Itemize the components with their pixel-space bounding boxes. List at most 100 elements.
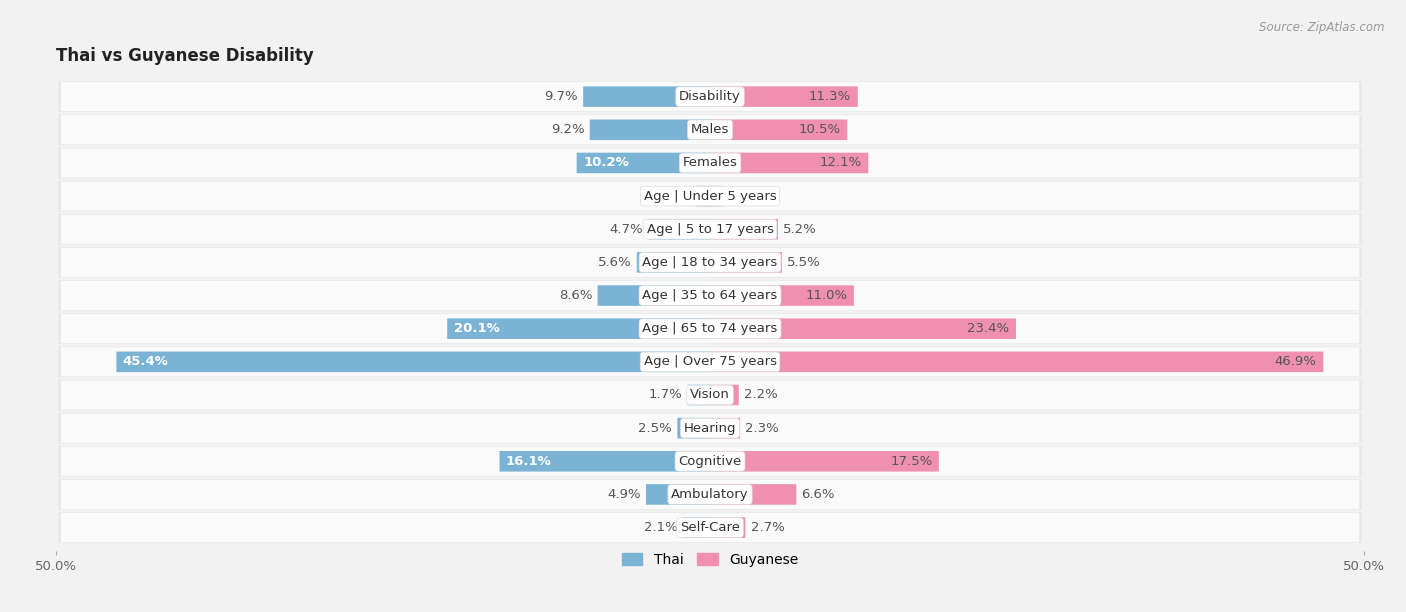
FancyBboxPatch shape — [60, 314, 1360, 343]
FancyBboxPatch shape — [710, 418, 740, 438]
FancyBboxPatch shape — [710, 318, 1017, 339]
FancyBboxPatch shape — [60, 215, 1360, 244]
Text: 2.3%: 2.3% — [745, 422, 779, 435]
FancyBboxPatch shape — [60, 447, 1360, 476]
FancyBboxPatch shape — [688, 385, 710, 405]
FancyBboxPatch shape — [710, 285, 853, 306]
FancyBboxPatch shape — [60, 480, 1360, 509]
FancyBboxPatch shape — [589, 119, 710, 140]
FancyBboxPatch shape — [710, 252, 782, 273]
FancyBboxPatch shape — [710, 451, 939, 472]
Text: 2.5%: 2.5% — [638, 422, 672, 435]
Text: 45.4%: 45.4% — [122, 356, 169, 368]
Text: 5.2%: 5.2% — [783, 223, 817, 236]
Text: Age | Under 5 years: Age | Under 5 years — [644, 190, 776, 203]
Text: Ambulatory: Ambulatory — [671, 488, 749, 501]
Text: 20.1%: 20.1% — [454, 322, 499, 335]
FancyBboxPatch shape — [58, 114, 1362, 145]
Text: 4.9%: 4.9% — [607, 488, 641, 501]
FancyBboxPatch shape — [576, 152, 710, 173]
FancyBboxPatch shape — [447, 318, 710, 339]
Text: 10.2%: 10.2% — [583, 157, 628, 170]
Text: 10.5%: 10.5% — [799, 123, 841, 136]
Text: Males: Males — [690, 123, 730, 136]
FancyBboxPatch shape — [678, 418, 710, 438]
FancyBboxPatch shape — [696, 186, 710, 206]
Text: 9.2%: 9.2% — [551, 123, 585, 136]
Text: Age | 18 to 34 years: Age | 18 to 34 years — [643, 256, 778, 269]
FancyBboxPatch shape — [710, 186, 723, 206]
FancyBboxPatch shape — [58, 181, 1362, 211]
Text: 46.9%: 46.9% — [1275, 356, 1317, 368]
FancyBboxPatch shape — [58, 280, 1362, 311]
Text: 6.6%: 6.6% — [801, 488, 835, 501]
FancyBboxPatch shape — [58, 479, 1362, 510]
Text: 1.7%: 1.7% — [648, 389, 682, 401]
FancyBboxPatch shape — [499, 451, 710, 472]
Text: Age | 35 to 64 years: Age | 35 to 64 years — [643, 289, 778, 302]
Text: Hearing: Hearing — [683, 422, 737, 435]
FancyBboxPatch shape — [710, 351, 1323, 372]
Text: 9.7%: 9.7% — [544, 90, 578, 103]
Text: 4.7%: 4.7% — [610, 223, 644, 236]
Text: Age | 65 to 74 years: Age | 65 to 74 years — [643, 322, 778, 335]
FancyBboxPatch shape — [710, 152, 869, 173]
FancyBboxPatch shape — [60, 182, 1360, 211]
FancyBboxPatch shape — [58, 81, 1362, 112]
FancyBboxPatch shape — [710, 484, 796, 505]
Text: Females: Females — [682, 157, 738, 170]
FancyBboxPatch shape — [60, 381, 1360, 409]
FancyBboxPatch shape — [60, 148, 1360, 177]
Text: Self-Care: Self-Care — [681, 521, 740, 534]
FancyBboxPatch shape — [60, 281, 1360, 310]
FancyBboxPatch shape — [58, 512, 1362, 543]
Text: 1.1%: 1.1% — [657, 190, 690, 203]
FancyBboxPatch shape — [645, 484, 710, 505]
FancyBboxPatch shape — [648, 219, 710, 239]
Text: Cognitive: Cognitive — [679, 455, 741, 468]
FancyBboxPatch shape — [58, 446, 1362, 477]
FancyBboxPatch shape — [58, 214, 1362, 245]
Text: 8.6%: 8.6% — [558, 289, 592, 302]
FancyBboxPatch shape — [583, 86, 710, 107]
FancyBboxPatch shape — [60, 347, 1360, 376]
FancyBboxPatch shape — [682, 517, 710, 538]
Text: 11.0%: 11.0% — [806, 289, 848, 302]
Text: 5.5%: 5.5% — [787, 256, 821, 269]
Text: 5.6%: 5.6% — [598, 256, 631, 269]
FancyBboxPatch shape — [710, 517, 745, 538]
Text: Age | 5 to 17 years: Age | 5 to 17 years — [647, 223, 773, 236]
Text: 1.0%: 1.0% — [728, 190, 762, 203]
Text: 2.1%: 2.1% — [644, 521, 678, 534]
FancyBboxPatch shape — [58, 313, 1362, 344]
Text: Age | Over 75 years: Age | Over 75 years — [644, 356, 776, 368]
FancyBboxPatch shape — [60, 115, 1360, 144]
Text: Disability: Disability — [679, 90, 741, 103]
Text: 12.1%: 12.1% — [820, 157, 862, 170]
FancyBboxPatch shape — [58, 379, 1362, 410]
FancyBboxPatch shape — [710, 86, 858, 107]
FancyBboxPatch shape — [117, 351, 710, 372]
Text: 23.4%: 23.4% — [967, 322, 1010, 335]
FancyBboxPatch shape — [710, 219, 778, 239]
Text: 17.5%: 17.5% — [890, 455, 932, 468]
FancyBboxPatch shape — [598, 285, 710, 306]
Text: Thai vs Guyanese Disability: Thai vs Guyanese Disability — [56, 47, 314, 65]
FancyBboxPatch shape — [60, 513, 1360, 542]
FancyBboxPatch shape — [58, 247, 1362, 278]
Text: Vision: Vision — [690, 389, 730, 401]
FancyBboxPatch shape — [58, 346, 1362, 377]
Text: 11.3%: 11.3% — [808, 90, 851, 103]
FancyBboxPatch shape — [710, 119, 848, 140]
Legend: Thai, Guyanese: Thai, Guyanese — [616, 547, 804, 572]
FancyBboxPatch shape — [60, 414, 1360, 442]
FancyBboxPatch shape — [637, 252, 710, 273]
FancyBboxPatch shape — [710, 385, 738, 405]
Text: 2.7%: 2.7% — [751, 521, 785, 534]
Text: 2.2%: 2.2% — [744, 389, 778, 401]
Text: Source: ZipAtlas.com: Source: ZipAtlas.com — [1260, 21, 1385, 34]
FancyBboxPatch shape — [60, 248, 1360, 277]
FancyBboxPatch shape — [58, 413, 1362, 443]
FancyBboxPatch shape — [58, 147, 1362, 178]
FancyBboxPatch shape — [60, 82, 1360, 111]
